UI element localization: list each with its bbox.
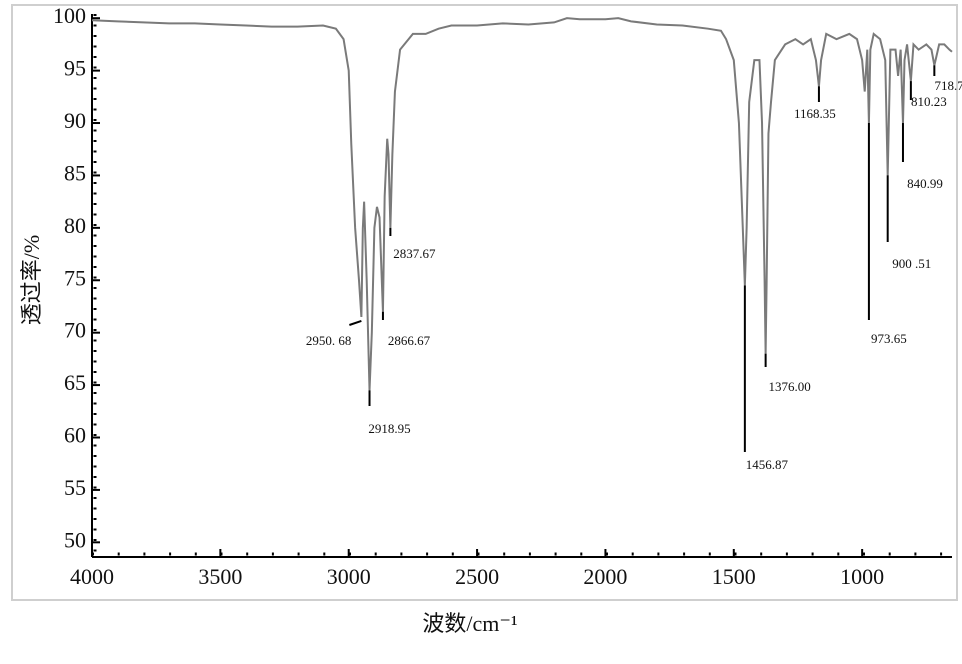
y-tick-label: 100 [53,3,86,28]
x-tick-label: 4000 [70,564,114,589]
annotation-label: 900 .51 [892,256,931,271]
spectrum-line [91,17,953,391]
x-tick-label: 1000 [840,564,884,589]
annotation-label: 840.99 [907,176,943,191]
annotation-label: 2837.67 [393,246,436,261]
y-axis-title: 透过率/% [19,235,44,325]
y-tick-label: 75 [64,265,86,290]
y-tick-label: 50 [64,527,86,552]
x-tick-label: 3500 [198,564,242,589]
annotation-label: 2950. 68 [306,333,352,348]
y-tick-label: 80 [64,213,86,238]
annotation-label: 1376.00 [768,379,810,394]
y-tick-label: 60 [64,423,86,448]
x-tick-label: 2000 [583,564,627,589]
y-tick-label: 70 [64,318,86,343]
annotation-label: 973.65 [871,331,907,346]
annotation-label: 2866.67 [388,333,431,348]
x-axis-title: 波数/cm⁻¹ [422,611,517,636]
x-tick-label: 1500 [712,564,756,589]
y-tick-label: 55 [64,475,86,500]
x-tick-label: 2500 [455,564,499,589]
annotation-label: 2918.95 [368,421,410,436]
y-tick-label: 85 [64,160,86,185]
frame [11,4,958,601]
x-tick-label: 3000 [327,564,371,589]
annotation-line [349,320,362,326]
y-tick-label: 90 [64,108,86,133]
annotation-label: 810.23 [911,94,947,109]
y-tick-label: 95 [64,56,86,81]
annotation-label: 1168.35 [794,106,836,121]
y-tick-label: 65 [64,370,86,395]
annotation-label: 718.77 [934,78,962,93]
annotation-label: 1456.87 [746,457,789,472]
